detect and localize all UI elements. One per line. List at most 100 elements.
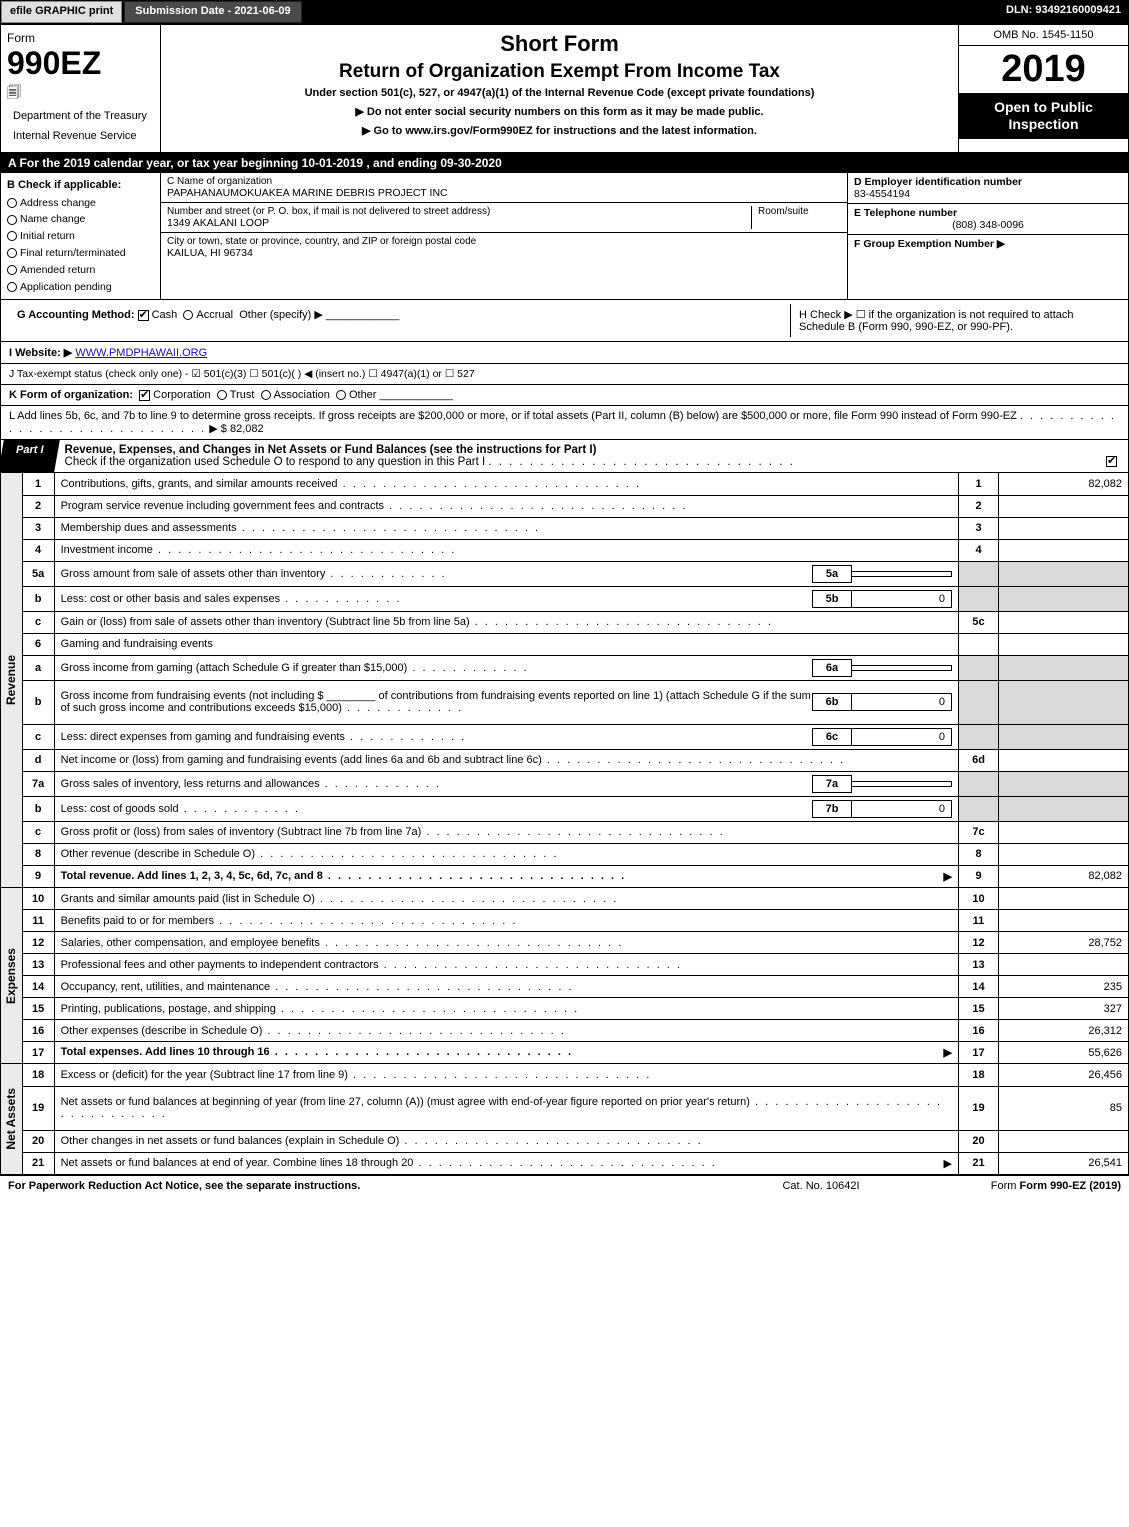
row-number: b — [22, 586, 54, 611]
sub-line-value: 0 — [852, 693, 952, 711]
addr-label: Number and street (or P. O. box, if mail… — [167, 206, 751, 217]
line-value — [999, 539, 1129, 561]
chk-address-change[interactable]: Address change — [7, 195, 154, 212]
row-desc: Gaming and fundraising events — [54, 633, 958, 655]
row-desc: Gross sales of inventory, less returns a… — [54, 771, 958, 796]
chk-association[interactable] — [261, 390, 271, 400]
efile-print-button[interactable]: efile GRAPHIC print — [1, 1, 122, 23]
line-number: 9 — [959, 865, 999, 887]
line-number — [959, 561, 999, 586]
row-desc: Total expenses. Add lines 10 through 16 … — [54, 1042, 958, 1064]
table-row: 17Total expenses. Add lines 10 through 1… — [22, 1042, 1128, 1064]
chk-corporation[interactable] — [139, 390, 150, 401]
line-number: 1 — [959, 473, 999, 495]
row-number: d — [22, 749, 54, 771]
line-value — [999, 633, 1129, 655]
chk-other[interactable] — [336, 390, 346, 400]
row-number: 17 — [22, 1042, 54, 1064]
row-desc: Other revenue (describe in Schedule O) — [54, 843, 958, 865]
table-row: 4Investment income4 — [22, 539, 1128, 561]
topbar: efile GRAPHIC print Submission Date - 20… — [0, 0, 1129, 24]
chk-trust[interactable] — [217, 390, 227, 400]
table-row: 16Other expenses (describe in Schedule O… — [22, 1020, 1128, 1042]
row-number: 4 — [22, 539, 54, 561]
phone-label: E Telephone number — [854, 207, 957, 219]
row-desc: Less: cost of goods sold7b0 — [54, 796, 958, 821]
line-number: 20 — [959, 1130, 999, 1152]
line-value — [999, 821, 1129, 843]
sub-line-value — [852, 571, 952, 577]
irs-line: Internal Revenue Service — [7, 126, 154, 146]
row-desc: Printing, publications, postage, and shi… — [54, 998, 958, 1020]
line-value — [999, 888, 1129, 910]
line-value — [999, 611, 1129, 633]
phone-value: (808) 348-0096 — [854, 219, 1122, 231]
row-desc: Net assets or fund balances at beginning… — [54, 1086, 958, 1130]
expenses-table: 10Grants and similar amounts paid (list … — [22, 888, 1129, 1065]
table-row: cGain or (loss) from sale of assets othe… — [22, 611, 1128, 633]
department: Department of the Treasury — [7, 106, 154, 126]
group-exemption-label: F Group Exemption Number ▶ — [854, 238, 1005, 250]
row-number: 11 — [22, 910, 54, 932]
title-short-form: Short Form — [171, 31, 948, 57]
line-value: 235 — [999, 976, 1129, 998]
row-desc: Other changes in net assets or fund bala… — [54, 1130, 958, 1152]
subtitle: Under section 501(c), 527, or 4947(a)(1)… — [171, 87, 948, 99]
chk-final-return[interactable]: Final return/terminated — [7, 245, 154, 262]
line-value — [999, 796, 1129, 821]
form-number: 990EZ — [7, 45, 154, 82]
table-row: 7aGross sales of inventory, less returns… — [22, 771, 1128, 796]
line-value: 82,082 — [999, 473, 1129, 495]
row-number: 5a — [22, 561, 54, 586]
row-number: 15 — [22, 998, 54, 1020]
line-number — [959, 724, 999, 749]
row-desc: Net assets or fund balances at end of ye… — [54, 1152, 958, 1174]
row-number: b — [22, 796, 54, 821]
row-desc: Net income or (loss) from gaming and fun… — [54, 749, 958, 771]
row-desc: Contributions, gifts, grants, and simila… — [54, 473, 958, 495]
row-number: c — [22, 724, 54, 749]
chk-application-pending[interactable]: Application pending — [7, 279, 154, 296]
row-desc: Gain or (loss) from sale of assets other… — [54, 611, 958, 633]
line-number: 15 — [959, 998, 999, 1020]
footer: For Paperwork Reduction Act Notice, see … — [0, 1175, 1129, 1196]
line-value: 26,312 — [999, 1020, 1129, 1042]
omb-number: OMB No. 1545-1150 — [959, 25, 1128, 46]
line-number: 12 — [959, 932, 999, 954]
chk-initial-return[interactable]: Initial return — [7, 228, 154, 245]
line-i: I Website: ▶ WWW.PMDPHAWAII.ORG — [0, 342, 1129, 364]
row-number: 21 — [22, 1152, 54, 1174]
box-c: C Name of organization PAPAHANAUMOKUAKEA… — [161, 173, 848, 299]
sub-line-value: 0 — [852, 590, 952, 608]
table-row: 9Total revenue. Add lines 1, 2, 3, 4, 5c… — [22, 865, 1128, 887]
line-value — [999, 724, 1129, 749]
netassets-tab: Net Assets — [0, 1064, 22, 1175]
chk-cash[interactable] — [138, 310, 149, 321]
sub-line-number: 5b — [812, 590, 852, 608]
row-number: 16 — [22, 1020, 54, 1042]
part-i-checkbox[interactable] — [1106, 456, 1117, 467]
row-number: 1 — [22, 473, 54, 495]
chk-accrual[interactable] — [183, 310, 193, 320]
line-value — [999, 1130, 1129, 1152]
table-row: 12Salaries, other compensation, and empl… — [22, 932, 1128, 954]
part-i-header: Part I Revenue, Expenses, and Changes in… — [0, 440, 1129, 473]
row-desc: Other expenses (describe in Schedule O) — [54, 1020, 958, 1042]
website-link[interactable]: WWW.PMDPHAWAII.ORG — [75, 347, 207, 359]
chk-amended-return[interactable]: Amended return — [7, 262, 154, 279]
line-value — [999, 910, 1129, 932]
chk-name-change[interactable]: Name change — [7, 211, 154, 228]
line-number: 4 — [959, 539, 999, 561]
line-number: 5c — [959, 611, 999, 633]
sub-line-number: 7a — [812, 775, 852, 793]
line-number: 6d — [959, 749, 999, 771]
row-number: b — [22, 680, 54, 724]
line-value — [999, 680, 1129, 724]
line-value — [999, 749, 1129, 771]
table-row: bLess: cost of goods sold7b0 — [22, 796, 1128, 821]
row-number: 12 — [22, 932, 54, 954]
line-value — [999, 495, 1129, 517]
room-label: Room/suite — [758, 206, 841, 217]
table-row: 3Membership dues and assessments3 — [22, 517, 1128, 539]
line-number: 11 — [959, 910, 999, 932]
